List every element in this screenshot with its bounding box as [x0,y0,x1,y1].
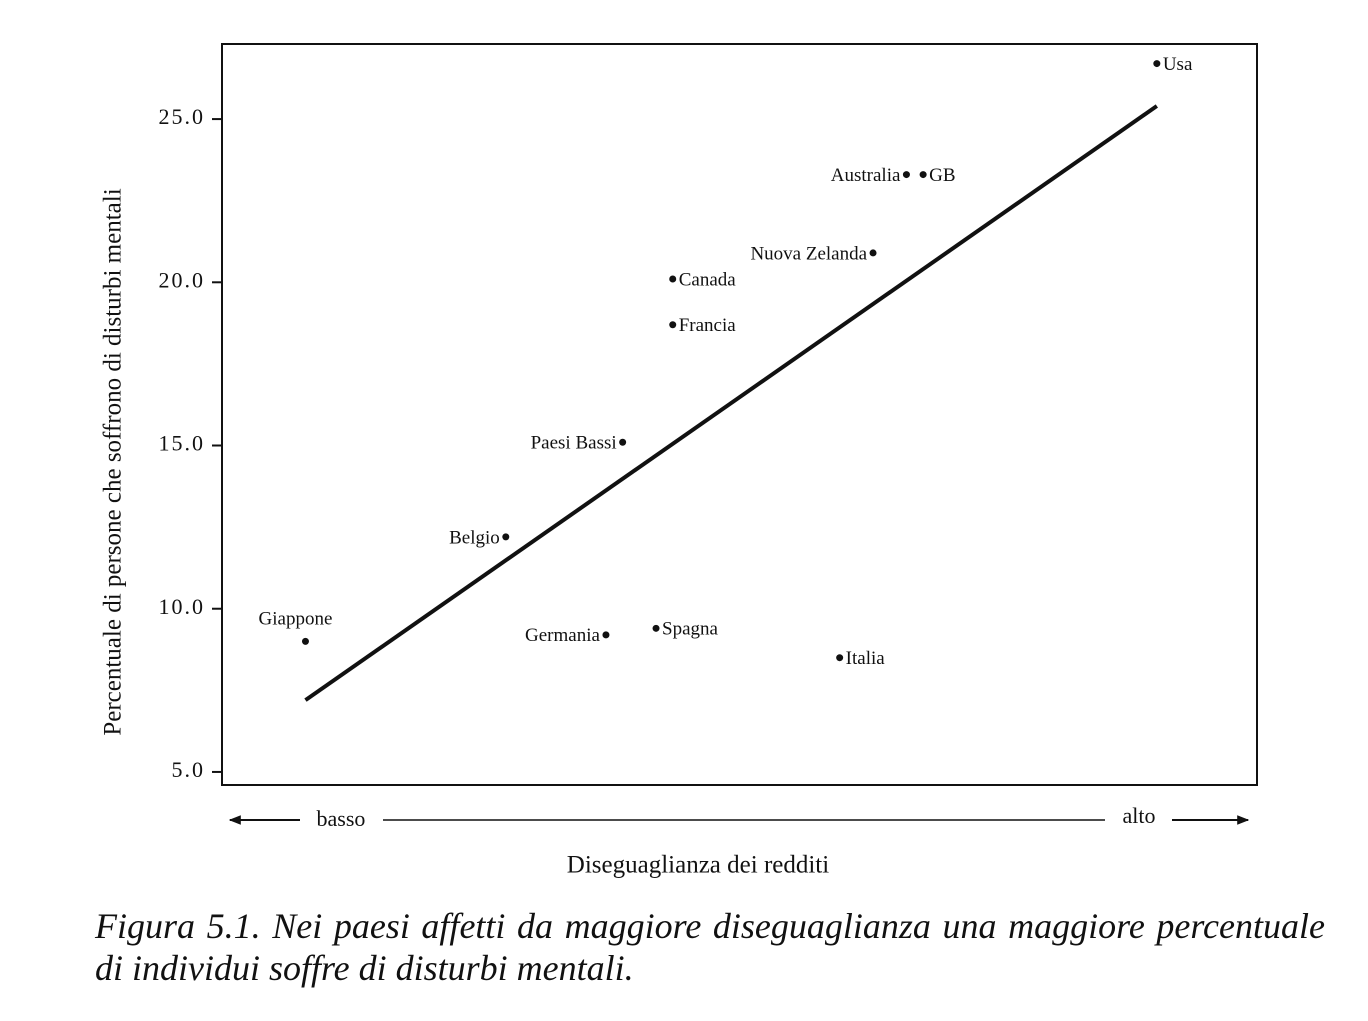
y-tick-label: 5.0 [172,757,206,782]
x-high-label: alto [1123,803,1156,828]
trend-line [304,104,1158,702]
point-label: Francia [679,315,737,336]
y-tick-label: 10.0 [159,594,206,619]
point [669,321,677,329]
point-label: Nuova Zelanda [750,243,867,264]
y-axis-label: Percentuale di persone che soffrono di d… [100,188,127,735]
point [836,654,844,662]
point [1153,60,1161,68]
point [869,249,877,257]
point-label: Paesi Bassi [531,433,617,454]
y-tick-label: 25.0 [159,104,206,129]
point-label: Belgio [449,527,500,548]
caption: Figura 5.1. Nei paesi affetti da maggior… [95,906,1325,988]
point [619,438,627,446]
point-label: Canada [679,269,737,290]
point [652,624,660,632]
point [602,631,610,639]
plot-frame [221,43,1258,786]
point-label: Usa [1163,54,1193,75]
point [919,171,927,179]
y-tick-label: 15.0 [159,431,206,456]
point [301,637,309,645]
x-axis-label: Diseguaglianza dei redditi [567,852,829,879]
point-label: GB [929,165,955,186]
x-low-label: basso [317,806,366,831]
point-label: Italia [846,648,886,669]
point-label: Germania [525,625,600,646]
point-label: Giappone [259,609,333,630]
point [902,171,910,179]
point [669,275,677,283]
chart: Percentuale di persone che soffrono di d… [100,43,1258,879]
y-tick-label: 20.0 [159,267,206,292]
point-label: Spagna [662,619,719,640]
point [502,533,510,541]
point-label: Australia [831,165,901,186]
